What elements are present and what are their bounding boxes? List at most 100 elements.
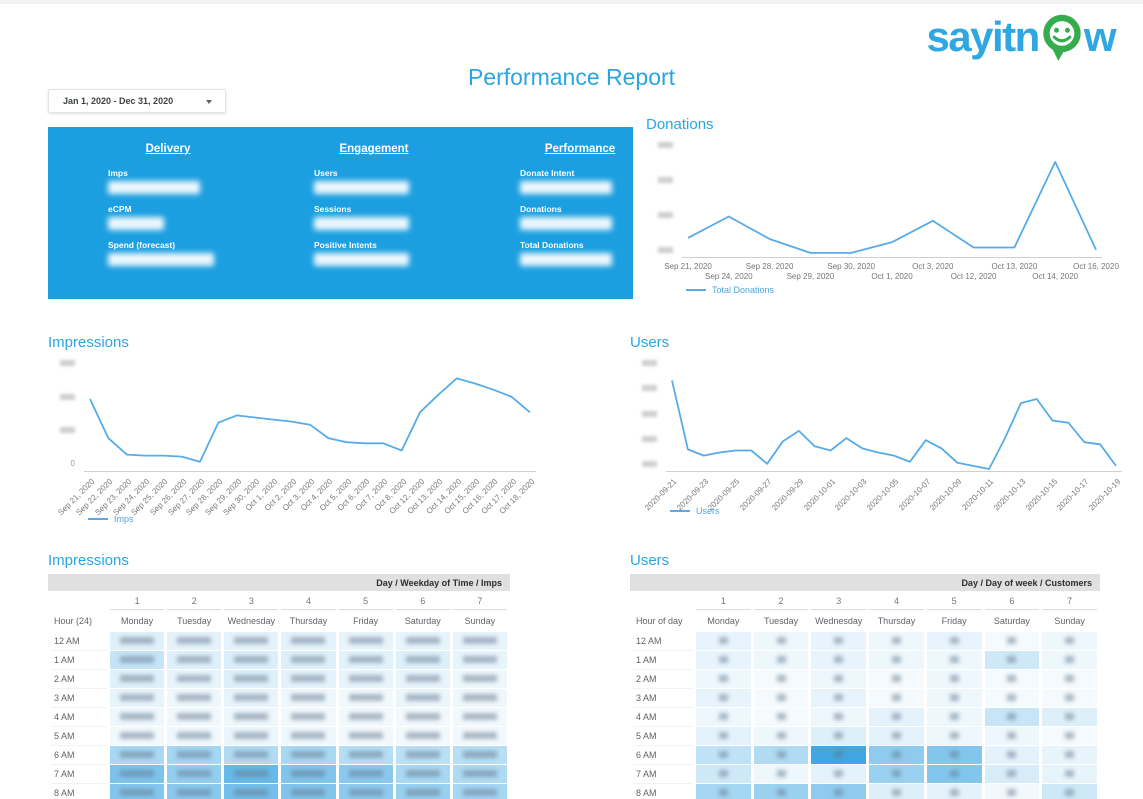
chart-title: Impressions [48, 552, 129, 569]
heatmap-cell [984, 670, 1040, 689]
cell-value-redacted [234, 789, 269, 797]
heatmap-cell [395, 689, 450, 708]
cell-value-redacted [1065, 770, 1075, 778]
heatmap-cell [281, 765, 336, 784]
cell-value-redacted [1065, 732, 1075, 740]
x-axis-label: Oct 3, 2020 [912, 262, 954, 271]
cell-value-redacted [949, 713, 959, 721]
y-axis-label-redacted [642, 461, 657, 467]
row-header-hour: 5 AM [633, 727, 693, 746]
column-number: 6 [395, 591, 450, 610]
cell-value-redacted [405, 789, 440, 797]
cell-value-redacted [1065, 751, 1075, 759]
heatmap-cell [984, 632, 1040, 651]
heatmap-row: 7 AM [51, 765, 507, 784]
x-axis-label: Oct 16, 2020 [1073, 262, 1119, 271]
heatmap-cell [167, 632, 222, 651]
cell-value-redacted [462, 751, 497, 759]
chart-title: Users [630, 334, 670, 351]
corner-empty [633, 591, 693, 610]
heatmap-cell [110, 727, 165, 746]
line-series [89, 377, 531, 463]
heatmap-cell [281, 689, 336, 708]
column-header-row: Hour (24) Monday Tuesday Wednesday Thursday F… [51, 610, 507, 632]
cell-value-redacted [291, 713, 326, 721]
cell-value-redacted [718, 751, 728, 759]
heatmap-cell [110, 670, 165, 689]
date-range-selector[interactable]: Jan 1, 2020 - Dec 31, 2020 [48, 89, 226, 113]
row-header-hour: 8 AM [51, 784, 107, 799]
cell-value-redacted [891, 637, 901, 645]
y-axis-label-redacted [60, 360, 75, 366]
heatmap-cell [224, 746, 279, 765]
column-number: 5 [338, 591, 393, 610]
heatmap-cell [338, 708, 393, 727]
heatmap-cell [753, 632, 809, 651]
column-header-day: Wednesday [815, 616, 863, 626]
cell-value-redacted [834, 732, 844, 740]
x-axis-label: Sep 21, 2020 [664, 262, 712, 271]
heatmap-cell [926, 727, 982, 746]
cell-value-redacted [405, 751, 440, 759]
metric-value-redacted [520, 181, 612, 194]
column-number: 7 [452, 591, 507, 610]
cell-value-redacted [405, 732, 440, 740]
x-axis-label: Oct 1, 2020 [871, 272, 913, 281]
cell-value-redacted [949, 656, 959, 664]
column-header-day: Saturday [404, 616, 441, 626]
heatmap-cell [811, 670, 867, 689]
column-number: 4 [869, 591, 924, 610]
page-title: Performance Report [467, 64, 676, 90]
heatmap-cell [452, 651, 507, 670]
cell-value-redacted [718, 694, 728, 702]
heatmap-cell [395, 670, 450, 689]
date-range-value: Jan 1, 2020 - Dec 31, 2020 [63, 96, 174, 106]
cell-value-redacted [177, 770, 212, 778]
x-axis-label: Sep 29, 2020 [786, 272, 835, 281]
heatmap-dimension-header: Day / Day of week / Customers [630, 574, 1100, 591]
row-header-hour: 4 AM [633, 708, 693, 727]
metric-users: Users [314, 168, 454, 194]
heatmap-cell [869, 784, 924, 799]
cell-value-redacted [776, 675, 786, 683]
metric-value-redacted [520, 253, 612, 266]
column-header-day: Monday [121, 616, 154, 626]
heatmap-row: 1 AM [51, 651, 507, 670]
heatmap-row: 6 AM [51, 746, 507, 765]
heatmap-cell [811, 765, 867, 784]
cell-value-redacted [234, 770, 269, 778]
heatmap-cell [984, 727, 1040, 746]
line-series [687, 160, 1097, 254]
heatmap-cell [167, 670, 222, 689]
heatmap-cell [110, 632, 165, 651]
scorecard-column-delivery: Delivery Imps eCPM Spend (forecast) [108, 143, 248, 276]
cell-value-redacted [234, 675, 269, 683]
cell-value-redacted [718, 713, 728, 721]
column-header-day: Friday [941, 616, 967, 626]
cell-value-redacted [949, 732, 959, 740]
x-axis: Sep 21, 2020 Sep 22, 2020 Sep 23, 2020 Sep … [48, 472, 536, 517]
heatmap-cell [452, 727, 507, 746]
cell-value-redacted [776, 656, 786, 664]
heatmap-cell [926, 670, 982, 689]
cell-value-redacted [776, 770, 786, 778]
cell-value-redacted [291, 732, 326, 740]
metric-positive-intents: Positive Intents [314, 240, 454, 266]
heatmap-cell [110, 651, 165, 670]
metric-sessions: Sessions [314, 204, 454, 230]
cell-value-redacted [291, 694, 326, 702]
cell-value-redacted [405, 770, 440, 778]
heatmap-table: 1 2 3 4 5 6 7 Hour of day Monday Tuesday Wednesday… [630, 591, 1100, 799]
heatmap-cell [281, 651, 336, 670]
heatmap-cell [984, 651, 1040, 670]
column-header-day: Sunday [464, 616, 496, 626]
cell-value-redacted [949, 770, 959, 778]
cell-value-redacted [949, 789, 959, 797]
heatmap-cell [1042, 784, 1097, 799]
column-header-day: Tuesday [763, 616, 799, 626]
row-header-hour: 5 AM [51, 727, 107, 746]
cell-value-redacted [291, 789, 326, 797]
cell-value-redacted [177, 656, 212, 664]
